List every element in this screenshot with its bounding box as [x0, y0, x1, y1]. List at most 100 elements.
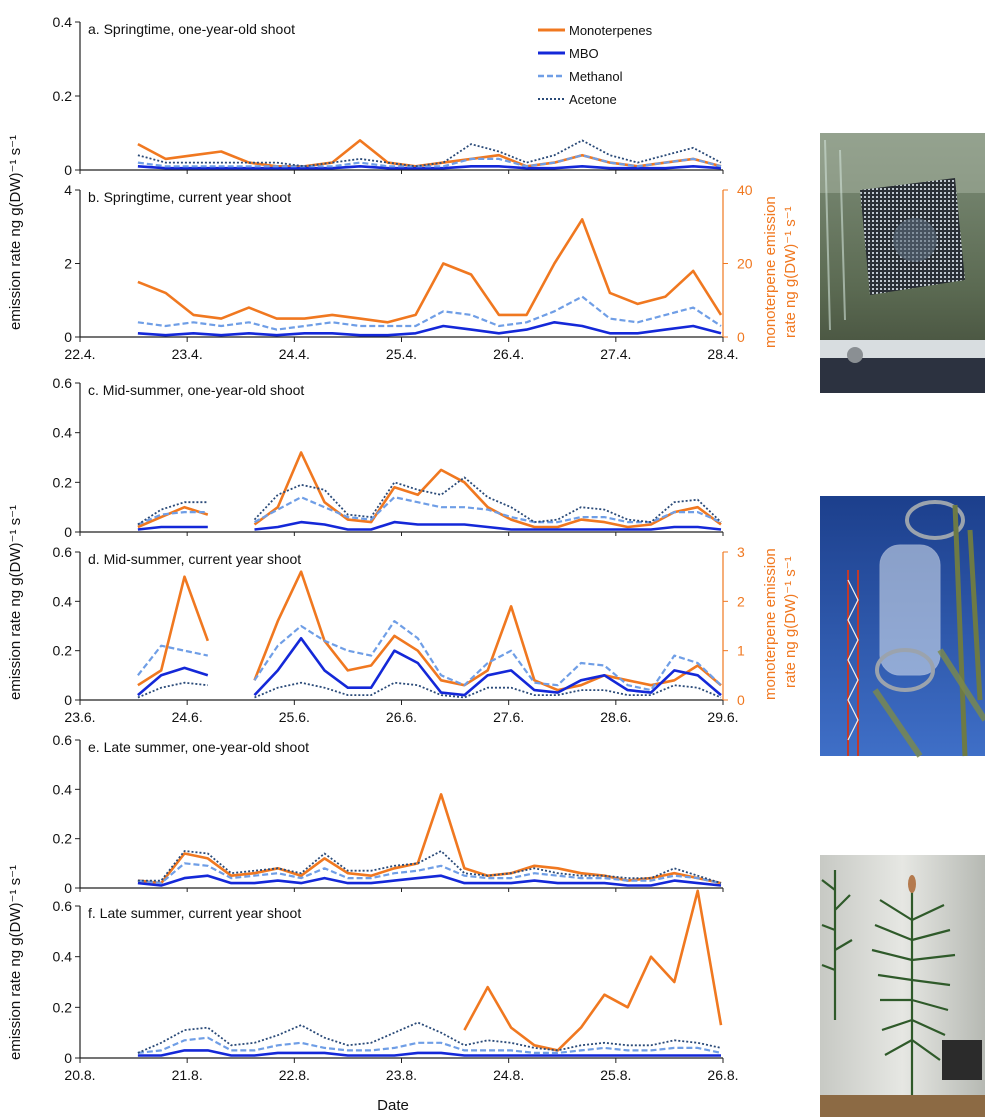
x-tick-label-b-5: 27.4.: [600, 346, 631, 362]
x-axis-label: Date: [377, 1097, 409, 1114]
x-tick-label-f-2: 22.8.: [279, 1067, 310, 1083]
y-tick-label-e-0: 0: [64, 880, 72, 896]
y-tick-label-c-1: 0.2: [53, 474, 73, 490]
y-tick-label-c-2: 0.4: [53, 425, 73, 441]
x-tick-label-d-5: 28.6.: [600, 709, 631, 725]
y2-tick-label-d-2: 2: [737, 593, 745, 609]
y2-tick-label-b-1: 20: [737, 256, 753, 272]
y-tick-label-f-0: 0: [64, 1050, 72, 1066]
series-line-c-methanol: [137, 496, 722, 526]
y-tick-label-d-2: 0.4: [53, 593, 73, 609]
y-tick-label-f-3: 0.6: [53, 898, 73, 914]
x-tick-label-d-2: 25.6.: [279, 709, 310, 725]
y-tick-label-e-2: 0.4: [53, 781, 73, 797]
legend-label-acetone: Acetone: [569, 92, 617, 107]
y2-tick-label-d-1: 1: [737, 643, 745, 659]
panel-title-b: b. Springtime, current year shoot: [88, 189, 291, 205]
series-line-e-monoterpenes: [137, 793, 722, 885]
y-tick-label-a-0: 0: [64, 162, 72, 178]
shoot-chamber-tower-photo: [820, 496, 985, 758]
y-tick-label-d-3: 0.6: [53, 544, 73, 560]
y-tick-label-c-0: 0: [64, 524, 72, 540]
y-tick-label-c-3: 0.6: [53, 375, 73, 391]
series-line-c-mbo: [137, 520, 722, 531]
series-line-f-monoterpenes: [463, 889, 723, 1052]
x-tick-label-f-6: 26.8.: [707, 1067, 738, 1083]
series-line-f-mbo: [137, 1049, 721, 1057]
y-axis-label-middle: emission rate ng g(DW)⁻¹ s⁻¹: [7, 505, 24, 700]
panel-d: 0 0.2 0.4 0.6 0 1 2 3 23.6. 24.6. 25.6. 26.6. 27.6. 2…: [53, 544, 745, 725]
series-line-f-methanol: [137, 1036, 722, 1054]
x-tick-label-d-3: 26.6.: [386, 709, 417, 725]
y2-tick-label-d-3: 3: [737, 544, 745, 560]
panel-a: 0 0.2 0.4 a. Springtime, one-year-old shoot: [53, 14, 724, 178]
x-tick-label-b-0: 22.4.: [64, 346, 95, 362]
y-tick-label-e-1: 0.2: [53, 831, 73, 847]
panels-layer: 0 0.2 0.4 a. Springtime, one-year-old shoot…: [53, 14, 753, 1083]
shoot-chamber-pine-photo: [820, 855, 985, 1117]
right-axis-label-b-line1: monoterpene emission: [762, 196, 779, 348]
y2-tick-label-d-0: 0: [737, 692, 745, 708]
series-line-e-acetone: [137, 850, 722, 884]
series-line-e-mbo: [137, 874, 722, 887]
y-axis-label-top: emission rate ng g(DW)⁻¹ s⁻¹: [7, 135, 24, 330]
series-line-b-methanol: [137, 295, 722, 331]
panel-c: 0 0.2 0.4 0.6 c. Mid-summer, one-year-old sh…: [53, 375, 724, 540]
x-tick-label-b-2: 24.4.: [279, 346, 310, 362]
x-tick-label-b-3: 25.4.: [386, 346, 417, 362]
y-tick-label-f-1: 0.2: [53, 999, 73, 1015]
series-line-d-methanol: [137, 620, 722, 692]
x-tick-label-f-1: 21.8.: [172, 1067, 203, 1083]
x-tick-label-f-4: 24.8.: [493, 1067, 524, 1083]
legend-label-mbo: MBO: [569, 46, 599, 61]
x-tick-label-d-4: 27.6.: [493, 709, 524, 725]
x-tick-label-b-4: 26.4.: [493, 346, 524, 362]
panel-title-f: f. Late summer, current year shoot: [88, 905, 301, 921]
right-axis-label-b-line2: rate ng g(DW)⁻¹ s⁻¹: [782, 206, 799, 338]
y-tick-label-a-1: 0.2: [53, 88, 73, 104]
y-tick-label-b-1: 2: [64, 256, 72, 272]
shoot-chamber-spring-photo: [820, 133, 985, 393]
y-tick-label-a-2: 0.4: [53, 14, 73, 30]
x-tick-label-d-0: 23.6.: [64, 709, 95, 725]
right-axis-label-d-line1: monoterpene emission: [762, 548, 779, 700]
panel-title-e: e. Late summer, one-year-old shoot: [88, 739, 309, 755]
panel-title-d: d. Mid-summer, current year shoot: [88, 551, 301, 567]
series-line-d-mbo: [137, 637, 722, 697]
x-tick-label-f-3: 23.8.: [386, 1067, 417, 1083]
series-line-e-methanol: [137, 862, 722, 885]
y2-tick-label-b-2: 40: [737, 182, 753, 198]
y-tick-label-e-3: 0.6: [53, 732, 73, 748]
series-line-b-monoterpenes: [137, 218, 723, 324]
y-tick-label-d-1: 0.2: [53, 643, 73, 659]
panel-e: 0 0.2 0.4 0.6 e. Late summer, one-year-old s…: [53, 732, 724, 896]
right-axis-label-d: monoterpene emission rate ng g(DW)⁻¹ s⁻¹: [762, 548, 799, 700]
series-line-f-acetone: [137, 1021, 722, 1054]
y2-tick-label-b-0: 0: [737, 329, 745, 345]
legend-label-methanol: Methanol: [569, 69, 623, 84]
x-tick-label-d-6: 29.6.: [707, 709, 738, 725]
y-tick-label-d-0: 0: [64, 692, 72, 708]
series-line-c-monoterpenes: [137, 451, 722, 529]
series-line-b-mbo: [137, 321, 722, 337]
series-line-a-acetone: [137, 139, 722, 168]
x-tick-label-b-1: 23.4.: [172, 346, 203, 362]
y-tick-label-b-2: 4: [64, 182, 72, 198]
panel-f: 0 0.2 0.4 0.6 20.8. 21.8. 22.8. 23.8. 24.8. 25.8.…: [53, 889, 739, 1083]
legend-label-monoterpenes: Monoterpenes: [569, 23, 653, 38]
x-tick-label-f-0: 20.8.: [64, 1067, 95, 1083]
series-line-c-acetone: [137, 476, 722, 526]
y-tick-label-b-0: 0: [64, 329, 72, 345]
series-line-a-methanol: [137, 154, 722, 168]
panel-title-c: c. Mid-summer, one-year-old shoot: [88, 382, 304, 398]
panel-title-a: a. Springtime, one-year-old shoot: [88, 21, 295, 37]
right-axis-label-b: monoterpene emission rate ng g(DW)⁻¹ s⁻¹: [762, 196, 799, 348]
x-tick-label-d-1: 24.6.: [172, 709, 203, 725]
right-axis-label-d-line2: rate ng g(DW)⁻¹ s⁻¹: [782, 556, 799, 688]
legend: Monoterpenes MBO Methanol Acetone: [538, 23, 653, 107]
series-line-d-monoterpenes: [137, 570, 722, 692]
series-line-a-mbo: [137, 165, 722, 170]
y-tick-label-f-2: 0.4: [53, 949, 73, 965]
